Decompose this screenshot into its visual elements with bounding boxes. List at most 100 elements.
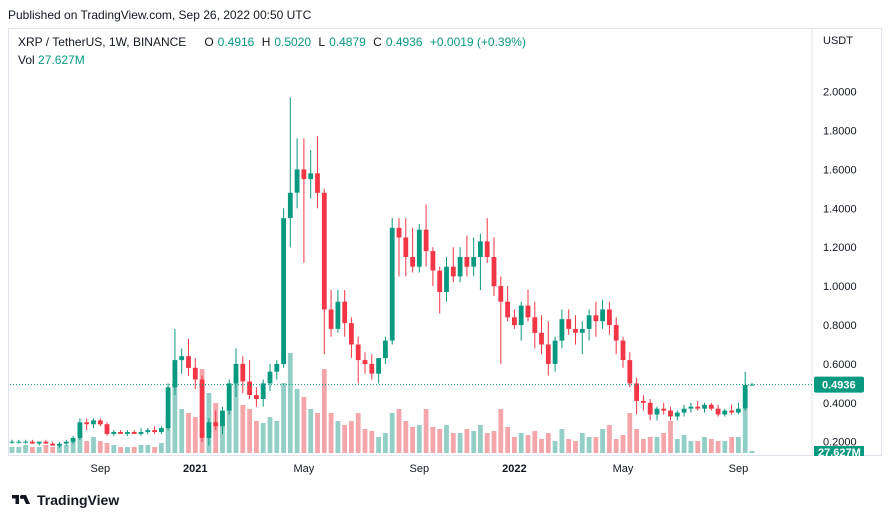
- symbol-label[interactable]: XRP / TetherUS, 1W, BINANCE: [18, 35, 187, 49]
- candle-body[interactable]: [736, 408, 741, 413]
- candle-body[interactable]: [104, 424, 110, 434]
- candle-body[interactable]: [464, 257, 470, 267]
- candle-body[interactable]: [9, 441, 15, 443]
- candle-body[interactable]: [369, 363, 375, 374]
- candle-body[interactable]: [308, 173, 314, 180]
- candle-body[interactable]: [97, 420, 103, 425]
- candle-body[interactable]: [539, 332, 544, 345]
- candle-body[interactable]: [50, 443, 56, 446]
- candle-body[interactable]: [281, 218, 286, 364]
- candle-body[interactable]: [63, 441, 69, 444]
- candle-body[interactable]: [586, 315, 592, 329]
- candle-body[interactable]: [607, 309, 612, 326]
- candle-body[interactable]: [661, 408, 667, 411]
- candle-body[interactable]: [131, 432, 137, 434]
- candle-body[interactable]: [247, 381, 252, 396]
- candle-body[interactable]: [573, 328, 578, 333]
- candle-body[interactable]: [695, 406, 701, 409]
- candle-body[interactable]: [301, 169, 307, 180]
- candle-body[interactable]: [410, 257, 415, 267]
- candle-body[interactable]: [525, 305, 531, 318]
- candle-body[interactable]: [505, 301, 510, 318]
- candle-body[interactable]: [457, 257, 463, 277]
- candle-body[interactable]: [145, 430, 151, 432]
- candle-body[interactable]: [274, 363, 280, 372]
- candle-body[interactable]: [315, 173, 320, 193]
- candle-body[interactable]: [111, 432, 117, 434]
- candle-body[interactable]: [729, 410, 734, 413]
- candle-body[interactable]: [220, 410, 225, 427]
- candle-body[interactable]: [383, 340, 388, 359]
- candle-body[interactable]: [240, 363, 246, 382]
- candle-body[interactable]: [349, 323, 354, 345]
- candle-body[interactable]: [138, 432, 144, 434]
- candle-body[interactable]: [226, 383, 232, 411]
- tradingview-brand[interactable]: TradingView: [37, 492, 120, 508]
- candle-body[interactable]: [342, 301, 348, 324]
- candle-body[interactable]: [634, 383, 639, 401]
- candle-body[interactable]: [376, 358, 381, 374]
- candle-body[interactable]: [199, 379, 205, 438]
- candle-body[interactable]: [416, 229, 422, 267]
- candle-body[interactable]: [152, 430, 157, 432]
- candle-body[interactable]: [491, 257, 497, 287]
- candle-body[interactable]: [674, 412, 680, 417]
- candle-body[interactable]: [213, 422, 219, 427]
- candle-body[interactable]: [172, 360, 178, 388]
- candle-body[interactable]: [715, 408, 721, 415]
- candle-body[interactable]: [484, 241, 490, 257]
- candle-body[interactable]: [403, 237, 409, 258]
- candle-body[interactable]: [179, 356, 185, 361]
- candle-body[interactable]: [518, 305, 524, 326]
- candle-body[interactable]: [627, 360, 633, 384]
- candle-body[interactable]: [681, 408, 687, 413]
- candle-body[interactable]: [260, 383, 266, 399]
- candle-body[interactable]: [450, 266, 456, 277]
- candle-body[interactable]: [254, 395, 259, 399]
- candle-body[interactable]: [355, 344, 361, 361]
- candle-body[interactable]: [206, 422, 212, 438]
- candle-body[interactable]: [620, 340, 626, 360]
- candle-body[interactable]: [430, 251, 436, 271]
- candle-body[interactable]: [647, 402, 653, 415]
- candle-body[interactable]: [23, 441, 28, 443]
- candle-body[interactable]: [545, 344, 551, 364]
- candle-body[interactable]: [84, 422, 90, 425]
- candle-body[interactable]: [566, 319, 572, 329]
- candle-body[interactable]: [641, 400, 646, 403]
- candle-body[interactable]: [478, 241, 483, 257]
- candle-body[interactable]: [118, 432, 123, 434]
- candle-body[interactable]: [159, 428, 164, 432]
- candle-body[interactable]: [328, 309, 334, 329]
- candle-body[interactable]: [125, 432, 130, 434]
- candle-body[interactable]: [532, 317, 538, 333]
- candle-body[interactable]: [437, 270, 443, 292]
- candle-body[interactable]: [267, 371, 273, 384]
- candle-body[interactable]: [36, 441, 42, 444]
- candle-body[interactable]: [192, 367, 198, 380]
- candle-body[interactable]: [396, 227, 402, 238]
- candle-body[interactable]: [165, 387, 171, 429]
- candle-body[interactable]: [654, 408, 660, 415]
- candle-body[interactable]: [233, 363, 239, 384]
- candle-body[interactable]: [722, 410, 728, 415]
- candle-body[interactable]: [43, 441, 49, 444]
- candle-body[interactable]: [613, 325, 619, 341]
- candle-body[interactable]: [70, 437, 76, 442]
- candle-body[interactable]: [600, 309, 605, 322]
- candle-body[interactable]: [668, 410, 673, 417]
- candle-body[interactable]: [423, 229, 429, 252]
- candle-body[interactable]: [702, 404, 707, 409]
- candle-body[interactable]: [593, 315, 599, 322]
- candle-body[interactable]: [579, 328, 585, 333]
- candle-body[interactable]: [552, 340, 558, 364]
- candle-body[interactable]: [294, 169, 300, 193]
- candle-body[interactable]: [471, 257, 477, 267]
- candle-body[interactable]: [512, 317, 517, 326]
- candle-body[interactable]: [321, 192, 327, 310]
- candle-body[interactable]: [444, 266, 449, 292]
- candle-body[interactable]: [708, 404, 714, 409]
- candle-body[interactable]: [559, 319, 565, 341]
- candle-body[interactable]: [287, 192, 293, 219]
